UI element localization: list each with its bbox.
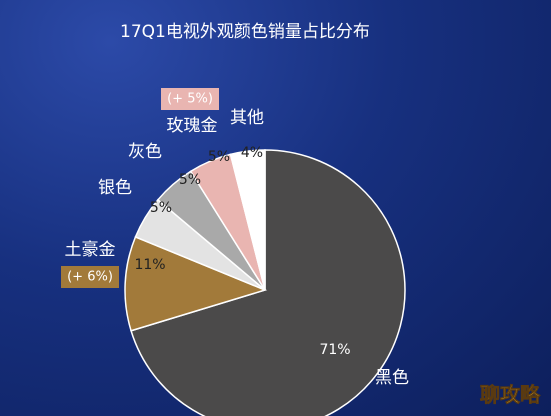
- annotation-box: [61, 266, 119, 288]
- watermark: 聊攻略: [480, 383, 541, 407]
- chart-title: 17Q1电视外观颜色销量占比分布: [120, 22, 370, 42]
- pie-slice: [130, 149, 406, 416]
- category-label: 银色: [98, 178, 132, 198]
- data-label: 5%: [208, 149, 230, 165]
- data-label: 5%: [179, 172, 201, 188]
- category-label: 灰色: [128, 142, 162, 162]
- data-label: 5%: [150, 200, 172, 216]
- category-label: 其他: [230, 108, 264, 128]
- category-label: 玫瑰金: [167, 116, 218, 136]
- pie-slice: [124, 235, 268, 332]
- annotation-box: [161, 88, 219, 110]
- category-label: 土豪金: [65, 239, 116, 260]
- category-label: 黑色: [375, 368, 409, 388]
- pie-slice: [229, 149, 266, 291]
- data-label: 71%: [319, 342, 350, 358]
- annotation: (+ 5%): [167, 92, 213, 107]
- data-label: 4%: [241, 145, 263, 161]
- data-label: 11%: [134, 257, 165, 273]
- annotation: (+ 6%): [67, 270, 113, 285]
